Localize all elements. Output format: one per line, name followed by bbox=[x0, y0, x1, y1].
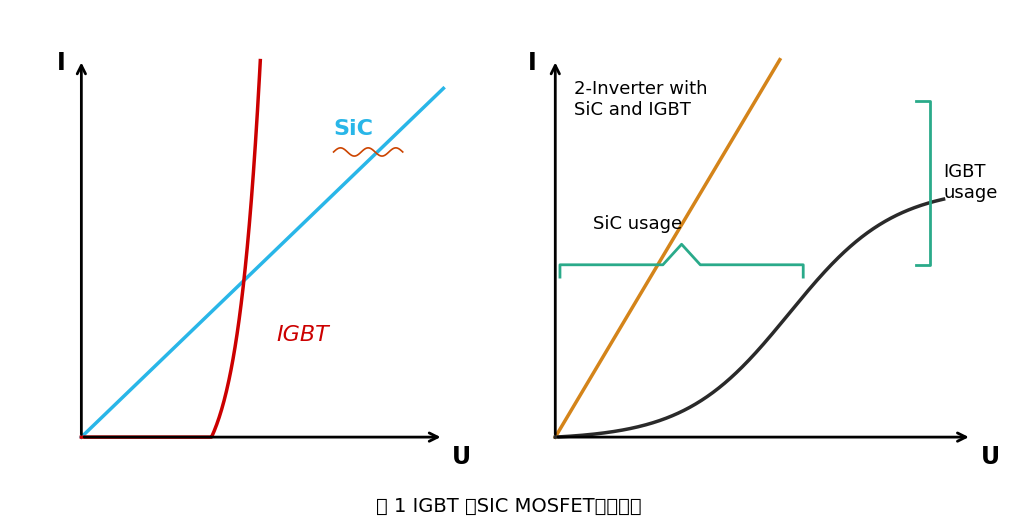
Text: IGBT
usage: IGBT usage bbox=[944, 164, 998, 202]
Text: SiC usage: SiC usage bbox=[593, 215, 681, 233]
Text: 图 1 IGBT 和SIC MOSFET导通特性: 图 1 IGBT 和SIC MOSFET导通特性 bbox=[375, 497, 642, 515]
Text: U: U bbox=[981, 446, 1000, 469]
Text: U: U bbox=[452, 446, 471, 469]
Text: I: I bbox=[57, 52, 65, 75]
Text: IGBT: IGBT bbox=[277, 325, 330, 345]
Text: 2-Inverter with
SiC and IGBT: 2-Inverter with SiC and IGBT bbox=[574, 80, 708, 119]
Text: I: I bbox=[528, 52, 536, 75]
Text: SiC: SiC bbox=[334, 119, 373, 139]
